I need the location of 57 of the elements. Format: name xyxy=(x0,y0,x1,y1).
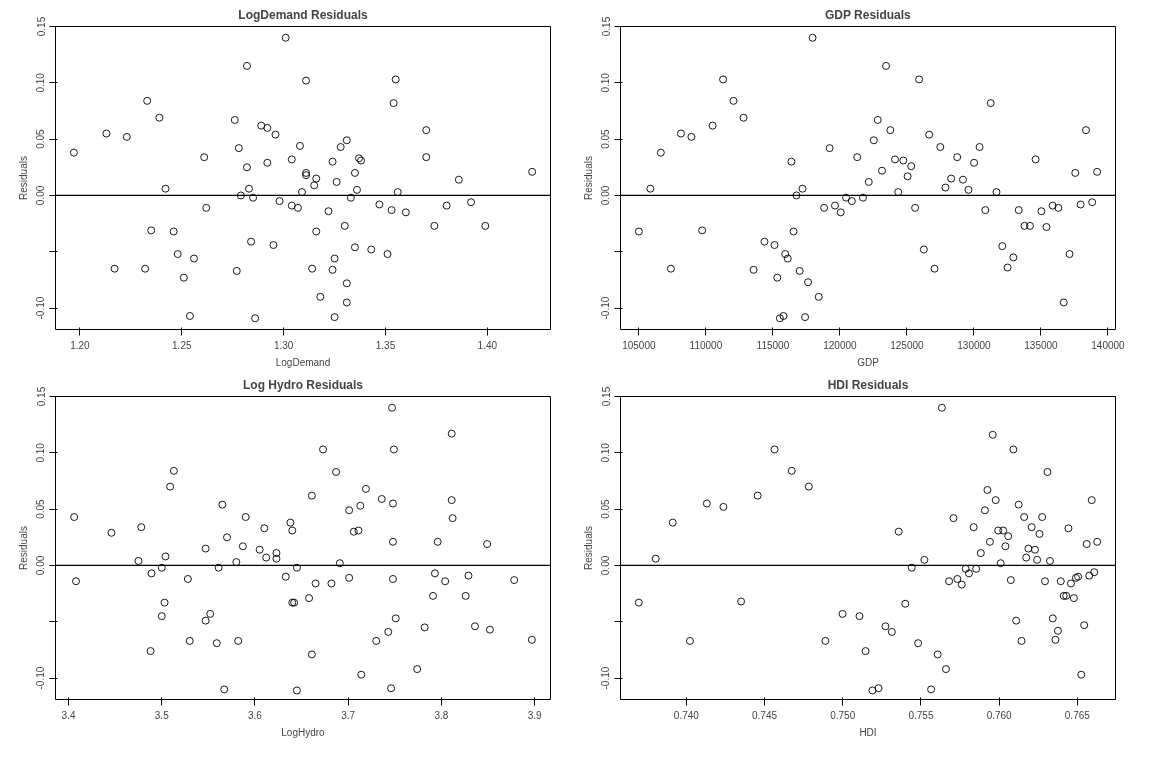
y-axis-title: Residuals xyxy=(17,156,29,200)
x-tick-label: 1.25 xyxy=(172,339,192,351)
x-tick-label: 0.755 xyxy=(908,709,934,721)
x-tick-label: 1.20 xyxy=(70,339,91,351)
x-tick-label: 3.5 xyxy=(154,709,170,721)
chart-title: Log Hydro Residuals xyxy=(242,377,364,392)
y-tick-label: 0.15 xyxy=(600,386,612,407)
x-tick-label: 1.35 xyxy=(375,339,396,351)
x-axis-title: HDI xyxy=(859,726,877,738)
chart-title: GDP Residuals xyxy=(824,7,912,22)
y-tick-label: 0.00 xyxy=(35,555,47,576)
chart-title: HDI Residuals xyxy=(827,377,909,392)
x-tick-label: 0.760 xyxy=(986,709,1013,721)
y-tick-label: 0.00 xyxy=(35,185,47,206)
x-tick-label: 3.9 xyxy=(527,709,543,721)
x-tick-label: 105000 xyxy=(622,339,656,351)
x-tick-label: 135000 xyxy=(1024,339,1059,351)
y-tick-label: 0.05 xyxy=(600,498,612,519)
x-tick-label: 120000 xyxy=(823,339,858,351)
y-tick-label: 0.15 xyxy=(600,16,612,37)
y-tick-label: -0.10 xyxy=(35,296,47,320)
x-tick-label: 0.765 xyxy=(1064,709,1091,721)
y-tick-label: 0.00 xyxy=(600,185,612,206)
x-tick-label: 3.7 xyxy=(341,709,356,721)
x-tick-label: 0.745 xyxy=(752,709,778,721)
x-tick-label: 3.8 xyxy=(434,709,449,721)
x-tick-label: 140000 xyxy=(1091,339,1126,351)
x-tick-label: 3.6 xyxy=(248,709,263,721)
y-tick-label: -0.10 xyxy=(600,666,612,690)
y-tick-label: 0.15 xyxy=(35,386,47,407)
x-tick-label: 115000 xyxy=(756,339,790,351)
x-axis-title: LogHydro xyxy=(281,726,326,738)
x-tick-label: 3.4 xyxy=(61,709,76,721)
y-tick-label: 0.10 xyxy=(35,442,47,463)
x-tick-label: 1.40 xyxy=(477,339,498,351)
y-tick-label: -0.10 xyxy=(600,296,612,320)
y-tick-label: 0.10 xyxy=(35,72,47,93)
x-tick-label: 130000 xyxy=(957,339,992,351)
y-tick-label: -0.10 xyxy=(35,666,47,690)
y-tick-label: 0.15 xyxy=(35,16,47,37)
y-tick-label: 0.05 xyxy=(35,498,47,519)
x-tick-label: 110000 xyxy=(689,339,723,351)
x-tick-label: 0.750 xyxy=(830,709,856,721)
x-axis-title: LogDemand xyxy=(275,356,331,368)
x-tick-label: 0.740 xyxy=(673,709,700,721)
y-tick-label: 0.00 xyxy=(600,555,612,576)
y-tick-label: 0.10 xyxy=(600,442,612,463)
x-axis-title: GDP xyxy=(857,356,880,368)
y-axis-title: Residuals xyxy=(582,156,594,200)
y-tick-label: 0.05 xyxy=(35,128,47,149)
y-axis-title: Residuals xyxy=(582,526,594,570)
x-tick-label: 1.30 xyxy=(273,339,294,351)
chart-title: LogDemand Residuals xyxy=(238,7,368,22)
y-axis-title: Residuals xyxy=(17,526,29,570)
y-tick-label: 0.10 xyxy=(600,72,612,93)
x-tick-label: 125000 xyxy=(890,339,925,351)
y-tick-label: 0.05 xyxy=(600,128,612,149)
